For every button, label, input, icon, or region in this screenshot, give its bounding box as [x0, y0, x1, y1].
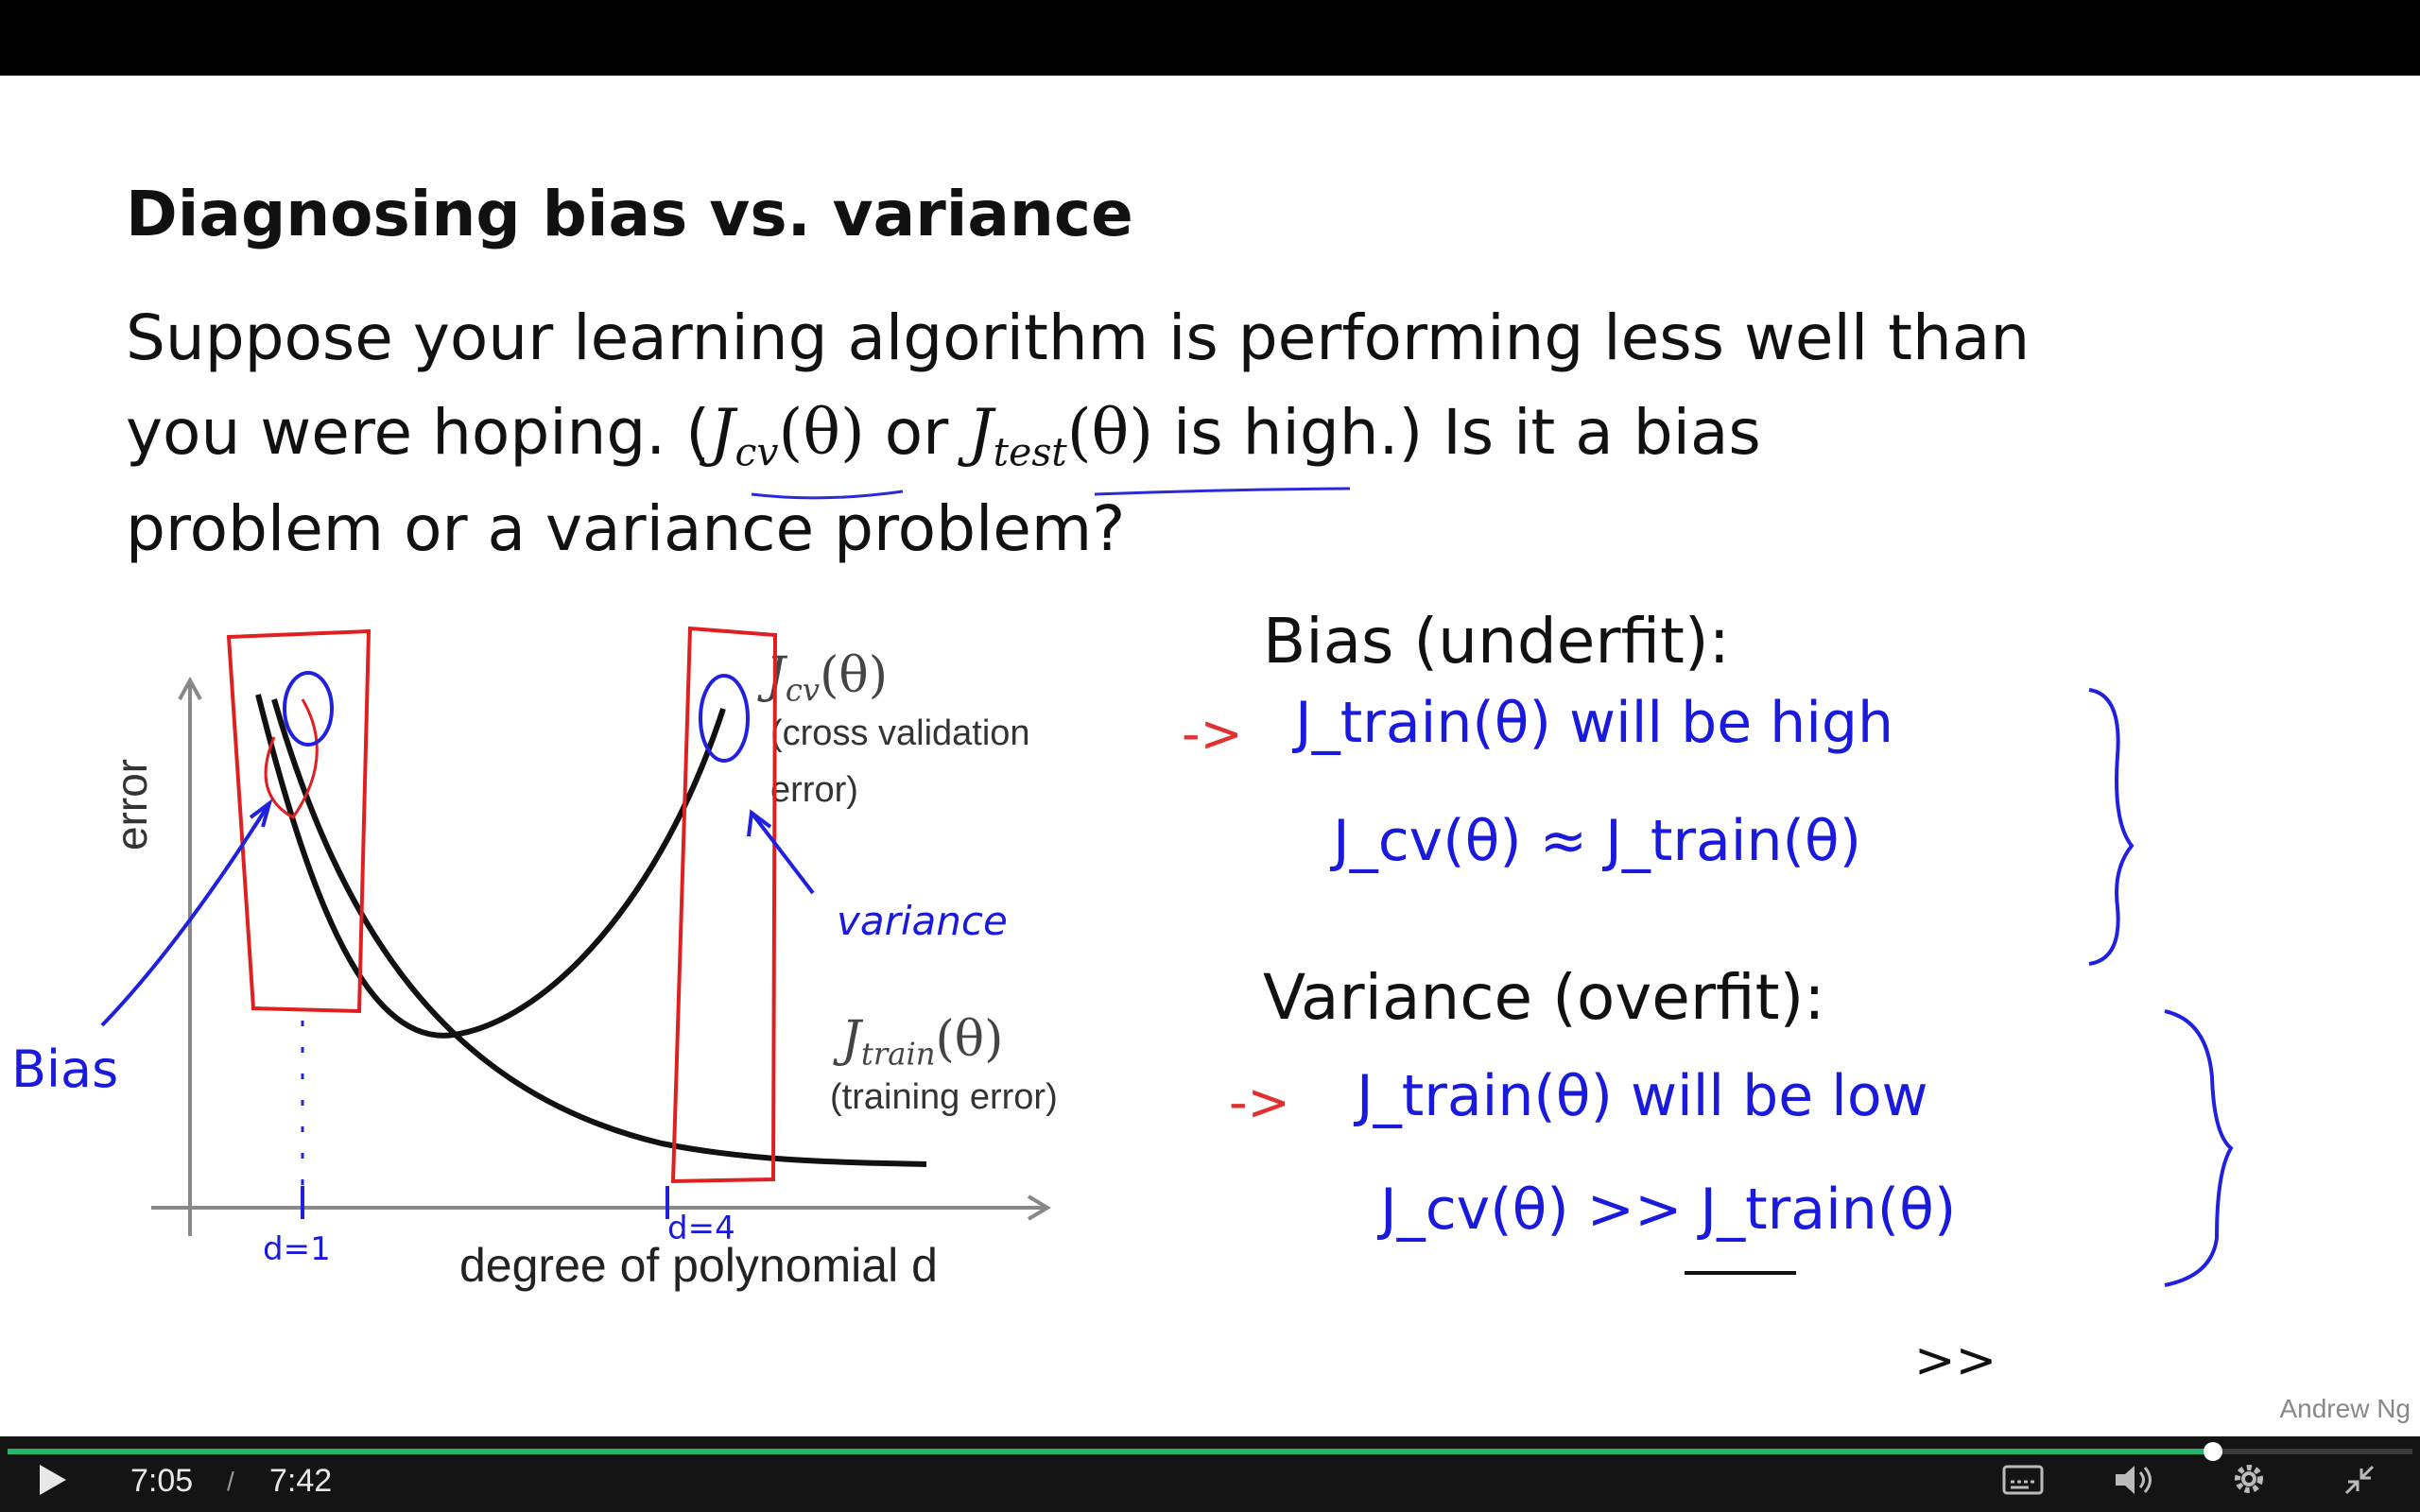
progress-fill [8, 1449, 2213, 1454]
jcv-underline [751, 490, 904, 500]
bias-note-line-1: J_train(θ) will be high [1295, 690, 1893, 756]
paragraph-text: you were hoping. ( [126, 396, 710, 469]
variance-arrow-annotation: -> [1229, 1073, 1290, 1132]
variance-brace [2164, 1009, 2234, 1287]
bias-arrow-annotation: -> [1182, 704, 1243, 764]
bias-region-box [226, 628, 372, 1014]
paragraph-line-3: problem or a variance problem? [126, 492, 1126, 565]
jtest-formula: Jtest(θ) [968, 396, 1153, 475]
bias-brace [2088, 688, 2135, 966]
slide-title: Diagnosing bias vs. variance [126, 178, 1133, 250]
cv-error-curve [255, 694, 726, 1039]
variance-circle [699, 674, 750, 763]
d4-annotation: d=4 [667, 1210, 735, 1247]
d1-annotation: d=1 [263, 1230, 331, 1268]
paragraph-line-2: you were hoping. (Jcv(θ) or Jtest(θ) is … [126, 402, 1761, 472]
bias-circle [283, 671, 334, 747]
current-time: 7:05 [130, 1463, 194, 1499]
jcv-formula: Jcv(θ) [709, 396, 865, 475]
duration: 7:42 [269, 1463, 333, 1499]
bias-heading: Bias (underfit): [1263, 605, 1730, 678]
annotation-overlay [100, 487, 2234, 1287]
settings-icon [2235, 1465, 2263, 1493]
double-gt-annotation: >> [1914, 1332, 1997, 1389]
variance-annotation: variance [837, 898, 1008, 944]
author-watermark: Andrew Ng [2279, 1394, 2411, 1423]
train-legend-text: (training error) [830, 1077, 1058, 1117]
bias-note-line-2: J_cv(θ) ≈ J_train(θ) [1333, 808, 1862, 874]
paragraph-text-end: is high.) Is it a bias [1152, 396, 1761, 469]
red-scribble [264, 698, 319, 819]
variance-heading: Variance (overfit): [1263, 961, 1825, 1034]
cv-legend-line-1: (cross validation [770, 713, 1030, 753]
paragraph-line-1: Suppose your learning algorithm is perfo… [126, 301, 2031, 374]
training-error-curve [271, 698, 927, 1167]
x-axis-label: degree of polynomial d [459, 1239, 938, 1292]
time-separator: / [227, 1467, 234, 1496]
captions-button[interactable] [2002, 1465, 2044, 1503]
video-player-controls: 7:05 / 7:42 [0, 1436, 2420, 1512]
exit-fullscreen-button[interactable] [2342, 1463, 2377, 1505]
variance-note-line-2: J_cv(θ) >> J_train(θ) [1380, 1177, 1957, 1243]
play-button[interactable] [34, 1463, 68, 1505]
variance-region-box [670, 626, 778, 1184]
lecture-slide: Diagnosing bias vs. variance Suppose you… [0, 76, 2420, 1436]
variance-arrowhead [747, 809, 772, 837]
train-legend-math: Jtrain(θ) [841, 1011, 1004, 1073]
cv-legend-line-2: error) [770, 770, 858, 810]
x-axis-arrow [1027, 1194, 1051, 1221]
volume-icon [2116, 1466, 2152, 1494]
play-icon [40, 1465, 66, 1495]
settings-button[interactable] [2231, 1461, 2267, 1505]
variance-arrow-line [750, 811, 815, 895]
bias-annotation: Bias [11, 1040, 119, 1099]
volume-button[interactable] [2114, 1463, 2155, 1505]
y-axis-arrow [178, 676, 202, 700]
bias-arrow-line [100, 801, 271, 1027]
jtest-underline [1094, 487, 1351, 496]
progress-handle[interactable] [2203, 1442, 2222, 1461]
captions-icon [2002, 1465, 2044, 1495]
variance-note-line-1: J_train(θ) will be low [1357, 1063, 1928, 1129]
paragraph-or: or [864, 396, 969, 469]
progress-bar[interactable] [8, 1442, 2412, 1461]
bias-arrowhead [249, 798, 273, 828]
exit-fullscreen-icon [2344, 1465, 2375, 1495]
